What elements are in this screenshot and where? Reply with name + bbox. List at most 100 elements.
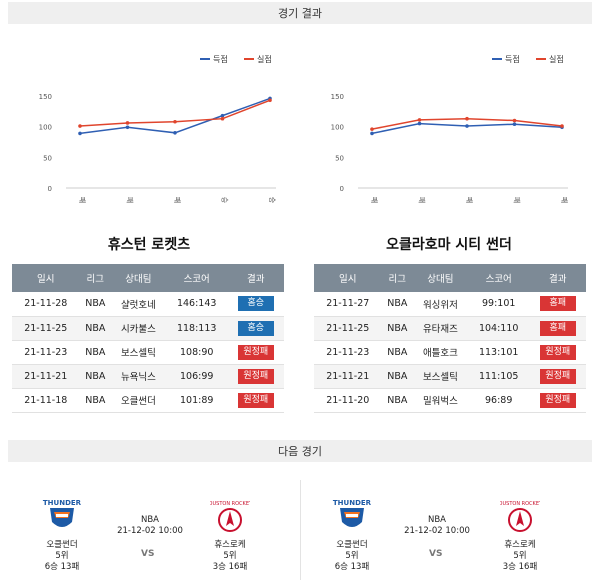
x-tick-label: 승	[221, 197, 229, 204]
result-cell: 원정패	[529, 364, 586, 389]
opponent-cell: 밀워벅스	[413, 388, 468, 413]
home-team-name: 오클썬더	[46, 540, 78, 550]
header-league: 리그	[79, 264, 112, 292]
opponent-cell: 워싱위저	[413, 292, 468, 317]
data-point	[78, 131, 82, 136]
thunder-line-chart: 0 50 100 150 패 패 패 패 패 득점 실점	[331, 54, 569, 203]
table-row: 21-11-21 NBA 보스셀틱 111:105 원정패	[314, 364, 586, 389]
table-header-row: 일시 리그 상대팀 스코어 결과	[314, 264, 586, 292]
data-point	[560, 124, 564, 128]
home-team-record: 6승 13패	[334, 562, 370, 572]
next-section-header: 다음 경기	[8, 440, 592, 462]
svg-text:THUNDER: THUNDER	[333, 499, 372, 507]
result-badge: 원정패	[237, 368, 274, 384]
next-datetime: 21-12-02 10:00	[117, 526, 183, 536]
score-cell: 99:101	[467, 292, 530, 317]
data-point	[417, 121, 422, 126]
thunder-results-table: 일시 리그 상대팀 스코어 결과 21-11-27 NBA 워싱위저 99:101 홈패…	[314, 264, 586, 413]
legend-score-label: 득점	[213, 54, 228, 64]
legend-score-label: 득점	[505, 54, 520, 64]
date-cell: 21-11-25	[12, 316, 80, 341]
score-cell: 146:143	[165, 292, 228, 317]
date-cell: 21-11-20	[314, 388, 382, 413]
away-team-name: 휴스로케	[504, 540, 536, 550]
data-point	[465, 124, 469, 128]
away-team-name: 휴스로케	[214, 540, 246, 550]
date-cell: 21-11-21	[314, 364, 382, 389]
date-cell: 21-11-23	[314, 340, 382, 365]
next-away-info: 휴스로케 5위 3승 16패	[485, 540, 555, 573]
chart-thunder: 0 50 100 150 패 패 패 패 패 득점 실점	[306, 40, 588, 220]
result-badge: 원정패	[237, 344, 274, 360]
x-tick-label: 패	[78, 197, 87, 203]
header-score: 스코어	[165, 264, 228, 292]
next-home-info: 오클썬더 5위 6승 13패	[27, 540, 97, 573]
next-datetime: 21-12-02 10:00	[404, 526, 470, 536]
data-point	[78, 124, 82, 128]
result-cell: 원정패	[529, 340, 586, 365]
thunder-logo-icon: THUNDER	[42, 496, 82, 536]
next-league: NBA	[140, 515, 159, 525]
table-row: 21-11-18 NBA 오클썬더 101:89 원정패	[12, 388, 284, 413]
league-cell: NBA	[79, 340, 112, 365]
next-home-info: 오클썬더 5위 6승 13패	[317, 540, 387, 573]
divider	[300, 480, 301, 580]
date-cell: 21-11-28	[12, 292, 80, 317]
result-cell: 원정패	[227, 340, 284, 365]
next-game-card[interactable]: THUNDER 오클썬더 5위 6승 13패 NBA 21-12-02 10:0…	[310, 482, 590, 582]
opponent-cell: 샬럿호네	[111, 292, 166, 317]
result-badge: 원정패	[539, 344, 576, 360]
score-cell: 113:101	[467, 340, 530, 365]
x-tick-label: 패	[173, 197, 182, 203]
league-cell: NBA	[381, 316, 414, 341]
date-cell: 21-11-18	[12, 388, 80, 413]
table-row: 21-11-20 NBA 밀워벅스 96:89 원정패	[314, 388, 586, 413]
team-title-thunder: 오클라호마 시티 썬더	[386, 237, 512, 253]
table-row: 21-11-27 NBA 워싱위저 99:101 홈패	[314, 292, 586, 317]
svg-text:HOUSTON ROCKETS: HOUSTON ROCKETS	[210, 501, 250, 507]
next-game-card[interactable]: THUNDER 오클썬더 5위 6승 13패 NBA 21-12-02 10:0…	[10, 482, 290, 582]
results-title: 경기 결과	[278, 7, 322, 20]
team-title-rockets: 휴스턴 로켓츠	[107, 237, 191, 253]
y-tick-label: 100	[331, 124, 344, 132]
home-team-record: 6승 13패	[44, 562, 80, 572]
next-away-info: 휴스로케 5위 3승 16패	[195, 540, 265, 573]
opponent-cell: 애틀호크	[413, 340, 468, 365]
score-cell: 111:105	[467, 364, 530, 389]
y-tick-label: 0	[48, 185, 52, 193]
score-cell: 96:89	[467, 388, 530, 413]
rockets-results-table: 일시 리그 상대팀 스코어 결과 21-11-28 NBA 샬럿호네 146:143 홈…	[12, 264, 284, 413]
result-badge: 원정패	[237, 392, 274, 408]
data-point	[125, 121, 130, 125]
vs-label: VS	[429, 549, 443, 559]
result-cell: 홈승	[227, 316, 284, 341]
result-cell: 원정패	[529, 388, 586, 413]
score-cell: 101:89	[165, 388, 228, 413]
header-opponent: 상대팀	[413, 264, 468, 292]
data-point	[512, 122, 517, 127]
table-row: 21-11-25 NBA 시카불스 118:113 홈승	[12, 316, 284, 341]
date-cell: 21-11-23	[12, 340, 80, 365]
x-tick-label: 패	[465, 197, 474, 203]
league-cell: NBA	[381, 292, 414, 317]
table-row: 21-11-25 NBA 유타재즈 104:110 홈패	[314, 316, 586, 341]
opponent-cell: 유타재즈	[413, 316, 468, 341]
rockets-logo-icon: HOUSTON ROCKETS	[495, 498, 545, 538]
result-cell: 홈패	[529, 316, 586, 341]
data-point	[512, 118, 517, 123]
data-point	[220, 116, 225, 121]
vs-label: VS	[141, 549, 155, 559]
x-tick-label: 패	[370, 197, 379, 203]
table-row: 21-11-23 NBA 보스셀틱 108:90 원정패	[12, 340, 284, 365]
league-cell: NBA	[381, 388, 414, 413]
league-cell: NBA	[79, 292, 112, 317]
result-cell: 원정패	[227, 364, 284, 389]
away-team-rank: 5위	[223, 551, 237, 561]
header-league: 리그	[381, 264, 414, 292]
data-point	[125, 125, 130, 130]
home-team-rank: 5위	[345, 551, 359, 561]
table-row: 21-11-21 NBA 뉴욕닉스 106:99 원정패	[12, 364, 284, 389]
result-badge: 홈패	[539, 320, 576, 336]
league-cell: NBA	[381, 340, 414, 365]
x-tick-label: 패	[126, 197, 135, 203]
